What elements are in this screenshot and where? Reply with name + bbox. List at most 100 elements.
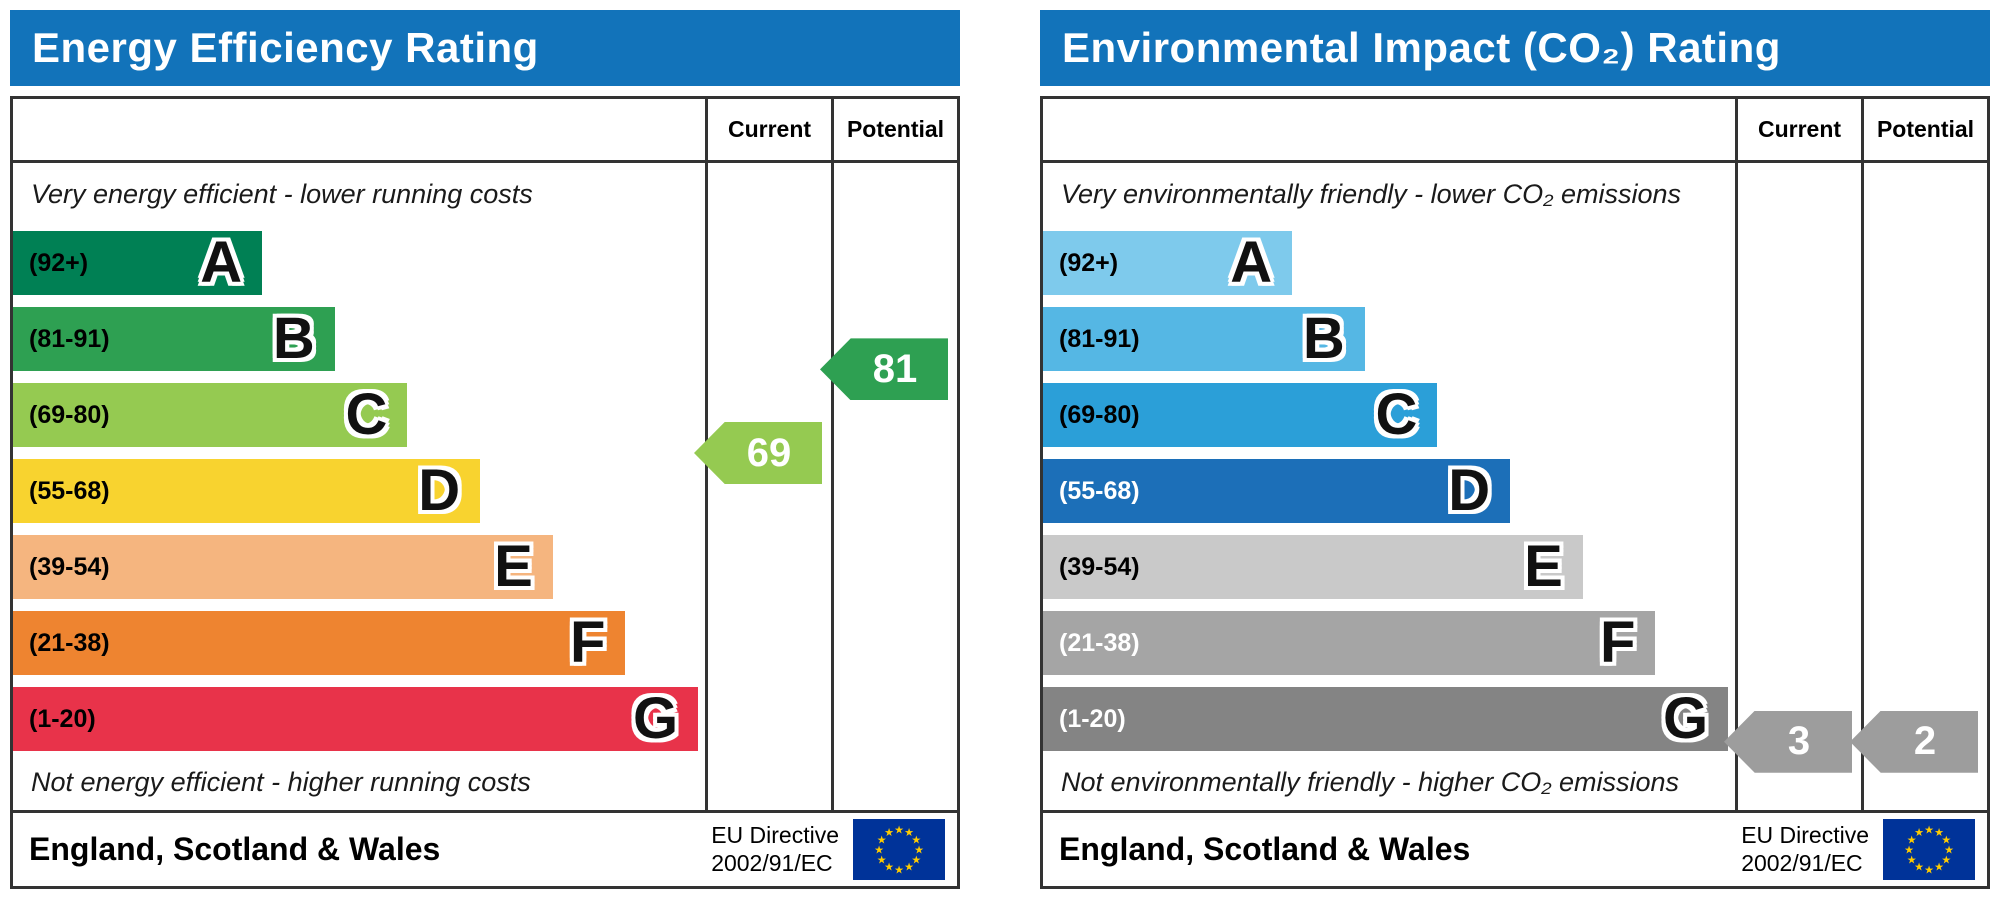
band-letter: E <box>494 534 533 599</box>
band-bar-E: (39-54) E <box>1043 535 1583 599</box>
band-row-C: (69-80) C <box>13 377 705 453</box>
bands: (92+) A (81-91) B (69-80) C (55-68) D (39-54) E (2… <box>1043 225 1735 757</box>
svg-text:★: ★ <box>884 861 894 874</box>
band-range-label: (69-80) <box>29 400 110 429</box>
svg-text:★: ★ <box>1924 863 1934 876</box>
band-range-label: (55-68) <box>1059 476 1140 505</box>
col-potential: 2 <box>1850 163 1987 810</box>
bottom-note: Not environmentally friendly - higher CO… <box>1061 767 1680 797</box>
svg-text:★: ★ <box>1934 861 1944 874</box>
band-row-B: (81-91) B <box>1043 301 1735 377</box>
band-bar-D: (55-68) D <box>1043 458 1511 523</box>
band-letter: D <box>418 458 461 523</box>
band-row-F: (21-38) F <box>13 605 705 681</box>
band-range-label: (92+) <box>29 248 89 277</box>
chart-title: Environmental Impact (CO₂) Rating <box>1062 24 1781 71</box>
bands-area: Very energy efficient - lower running co… <box>13 163 705 810</box>
svg-text:★: ★ <box>911 833 921 846</box>
footer-region: England, Scotland & Wales <box>29 831 441 867</box>
band-range-label: (1-20) <box>29 704 96 733</box>
band-bar-G: (1-20) G <box>1043 686 1729 751</box>
band-letter: E <box>1524 534 1563 599</box>
rating-table: Current Potential Very environmentally f… <box>1040 96 1990 889</box>
svg-text:★: ★ <box>904 861 914 874</box>
svg-text:★: ★ <box>1941 833 1951 846</box>
potential-column-header: Potential <box>1861 99 1987 160</box>
eu-directive-line2: 2002/91/EC <box>711 849 833 876</box>
band-row-E: (39-54) E <box>1043 529 1735 605</box>
footer-region: England, Scotland & Wales <box>1059 831 1471 867</box>
bottom-note: Not energy efficient - higher running co… <box>31 767 531 797</box>
band-bar-F: (21-38) F <box>13 611 626 675</box>
potential-rating-arrow: 2 <box>1850 710 1978 773</box>
band-row-B: (81-91) B <box>13 301 705 377</box>
svg-text:★: ★ <box>874 843 884 856</box>
potential-rating-arrow: 81 <box>820 338 948 401</box>
svg-text:★: ★ <box>911 853 921 866</box>
svg-text:★: ★ <box>884 826 894 839</box>
band-bar-A: (92+) A <box>1043 230 1293 295</box>
band-range-label: (1-20) <box>1059 704 1126 733</box>
band-range-label: (81-91) <box>1059 324 1140 353</box>
band-letter: G <box>1662 686 1709 751</box>
band-bar-A: (92+) A <box>13 231 263 295</box>
band-letter: B <box>1302 306 1345 371</box>
current-column-header: Current <box>705 99 831 160</box>
svg-text:★: ★ <box>877 853 887 866</box>
band-letter: D <box>1448 458 1491 523</box>
band-bar-C: (69-80) C <box>13 383 408 447</box>
band-bar-E: (39-54) E <box>13 535 553 599</box>
eu-directive-line2: 2002/91/EC <box>1741 849 1863 876</box>
band-bar-D: (55-68) D <box>13 458 481 523</box>
band-bar-B: (81-91) B <box>13 307 335 371</box>
top-note: Very energy efficient - lower running co… <box>31 178 533 209</box>
band-row-A: (92+) A <box>1043 225 1735 301</box>
bands-area: Very environmentally friendly - lower CO… <box>1043 163 1735 810</box>
table-header-row: Current Potential <box>13 99 957 163</box>
table-body: Very environmentally friendly - lower CO… <box>1043 163 1987 810</box>
svg-text:★: ★ <box>1934 826 1944 839</box>
top-note: Very environmentally friendly - lower CO… <box>1061 178 1681 209</box>
band-range-label: (21-38) <box>1059 628 1140 657</box>
rating-table: Current Potential Very energy efficient … <box>10 96 960 889</box>
band-bar-G: (1-20) G <box>13 687 699 751</box>
band-letter: C <box>1375 382 1418 447</box>
eu-directive-line1: EU Directive <box>711 821 839 848</box>
chart-title: Energy Efficiency Rating <box>32 24 539 71</box>
current-rating-arrow: 69 <box>694 422 822 484</box>
band-row-A: (92+) A <box>13 225 705 301</box>
band-row-E: (39-54) E <box>13 529 705 605</box>
svg-text:★: ★ <box>1914 861 1924 874</box>
band-range-label: (39-54) <box>1059 552 1140 581</box>
band-range-label: (21-38) <box>29 628 110 657</box>
band-range-label: (69-80) <box>1059 400 1140 429</box>
band-range-label: (39-54) <box>29 552 110 581</box>
header-spacer <box>13 99 705 160</box>
chart-title-bar: Environmental Impact (CO₂) Rating <box>1040 10 1990 86</box>
svg-text:★: ★ <box>1904 843 1914 856</box>
band-bar-F: (21-38) F <box>1043 610 1656 675</box>
band-letter: B <box>272 306 315 371</box>
table-body: Very energy efficient - lower running co… <box>13 163 957 810</box>
eu-flag-icon: ★ ★★★★★★★★★★★ <box>853 819 945 880</box>
eu-directive: EU Directive 2002/91/EC <box>711 822 839 877</box>
svg-text:★: ★ <box>894 823 904 836</box>
table-header-row: Current Potential <box>1043 99 1987 163</box>
svg-text:★: ★ <box>877 833 887 846</box>
eu-directive: EU Directive 2002/91/EC <box>1741 822 1869 877</box>
band-bar-B: (81-91) B <box>1043 307 1365 371</box>
eu-directive-line1: EU Directive <box>1741 821 1869 848</box>
svg-text:★: ★ <box>1924 823 1934 836</box>
header-spacer <box>1043 99 1735 160</box>
current-column-header: Current <box>1735 99 1861 160</box>
band-letter: A <box>1230 230 1273 295</box>
table-footer: England, Scotland & Wales EU Directive 2… <box>1043 810 1987 886</box>
band-letter: F <box>1599 610 1636 675</box>
table-footer: England, Scotland & Wales EU Directive 2… <box>13 810 957 886</box>
col-potential: 81 <box>820 163 957 810</box>
svg-text:★: ★ <box>1907 833 1917 846</box>
svg-text:★: ★ <box>904 826 914 839</box>
band-range-label: (55-68) <box>29 476 110 505</box>
band-row-D: (55-68) D <box>13 453 705 529</box>
